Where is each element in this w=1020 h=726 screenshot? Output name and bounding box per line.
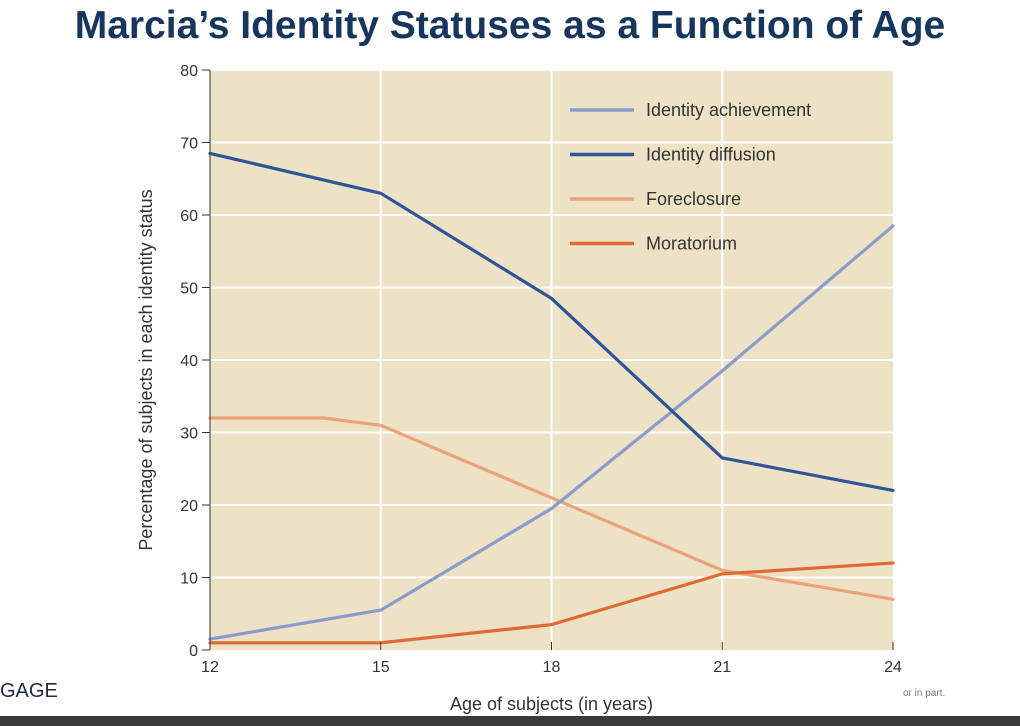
series-line-identity-achievement (208, 224, 895, 641)
series-line-identity-diffusion (208, 151, 895, 493)
series-line-moratorium (208, 561, 895, 645)
x-tick-label: 12 (201, 659, 219, 676)
series-lines (208, 151, 895, 645)
right-edge-cropped-text: or in part. (903, 688, 946, 699)
x-tick-label: 24 (884, 659, 902, 676)
y-tick-label: 30 (180, 426, 198, 443)
slide-title: Marcia’s Identity Statuses as a Function… (74, 4, 946, 47)
y-tick-label: 20 (180, 498, 198, 515)
grid-lines (210, 69, 893, 650)
y-tick-label: 80 (180, 63, 198, 80)
legend-label-foreclosure: Foreclosure (646, 189, 741, 209)
bottom-bar (0, 716, 1020, 726)
legend: Identity achievement Identity diffusion Fo… (570, 100, 811, 254)
y-tick-label: 0 (189, 643, 198, 660)
series-line-foreclosure (208, 416, 895, 601)
x-tick-label: 15 (372, 659, 390, 676)
axes: 0 10 20 30 40 50 60 70 80 12 15 18 21 24 (180, 63, 902, 676)
y-tick-label: 10 (180, 571, 198, 588)
x-axis-label: Age of subjects (in years) (450, 694, 653, 714)
y-tick-label: 60 (180, 208, 198, 225)
y-tick-label: 50 (180, 281, 198, 298)
left-edge-cropped-text: GAGE (0, 680, 58, 702)
y-tick-label: 40 (180, 353, 198, 370)
y-axis-label: Percentage of subjects in each identity … (136, 189, 156, 550)
x-tick-label: 18 (543, 659, 561, 676)
y-tick-label: 70 (180, 136, 198, 153)
legend-label-identity-diffusion: Identity diffusion (646, 145, 776, 165)
x-tick-label: 21 (713, 659, 731, 676)
legend-label-moratorium: Moratorium (646, 234, 737, 254)
legend-label-identity-achievement: Identity achievement (646, 100, 811, 120)
